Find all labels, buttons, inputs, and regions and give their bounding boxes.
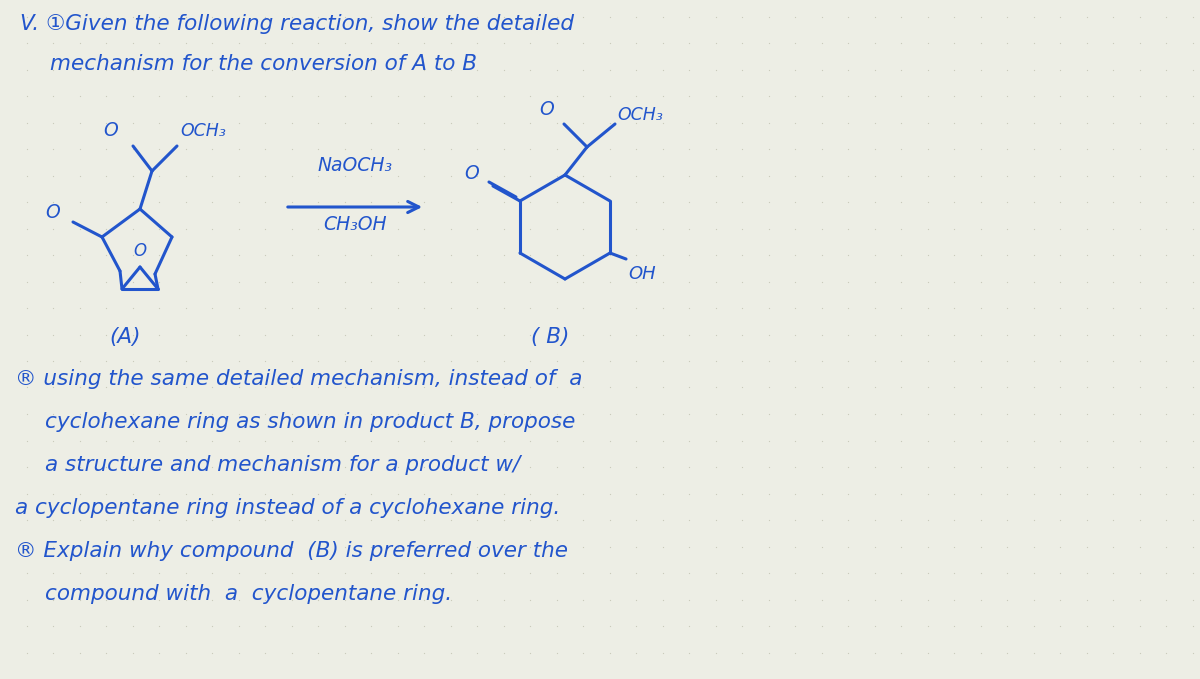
Text: OCH₃: OCH₃ bbox=[180, 122, 226, 140]
Text: ® using the same detailed mechanism, instead of  a: ® using the same detailed mechanism, ins… bbox=[14, 369, 582, 389]
Text: OCH₃: OCH₃ bbox=[617, 106, 662, 124]
Text: a structure and mechanism for a product w/: a structure and mechanism for a product … bbox=[46, 455, 521, 475]
Text: (A): (A) bbox=[109, 327, 140, 347]
Text: ( B): ( B) bbox=[530, 327, 569, 347]
Text: CH₃OH: CH₃OH bbox=[323, 215, 386, 234]
Text: compound with  a  cyclopentane ring.: compound with a cyclopentane ring. bbox=[46, 584, 452, 604]
Text: NaOCH₃: NaOCH₃ bbox=[318, 156, 392, 175]
Text: O: O bbox=[133, 242, 146, 260]
Text: mechanism for the conversion of A to B: mechanism for the conversion of A to B bbox=[50, 54, 478, 74]
Text: O: O bbox=[464, 164, 479, 183]
Text: V. ①Given the following reaction, show the detailed: V. ①Given the following reaction, show t… bbox=[20, 14, 574, 34]
Text: ® Explain why compound  (B) is preferred over the: ® Explain why compound (B) is preferred … bbox=[14, 541, 568, 561]
Text: a cyclopentane ring instead of a cyclohexane ring.: a cyclopentane ring instead of a cyclohe… bbox=[14, 498, 560, 518]
Text: OH: OH bbox=[628, 265, 655, 283]
Text: O: O bbox=[540, 100, 554, 119]
Text: cyclohexane ring as shown in product B, propose: cyclohexane ring as shown in product B, … bbox=[46, 412, 575, 432]
Text: O: O bbox=[46, 202, 60, 221]
Text: O: O bbox=[103, 122, 119, 141]
